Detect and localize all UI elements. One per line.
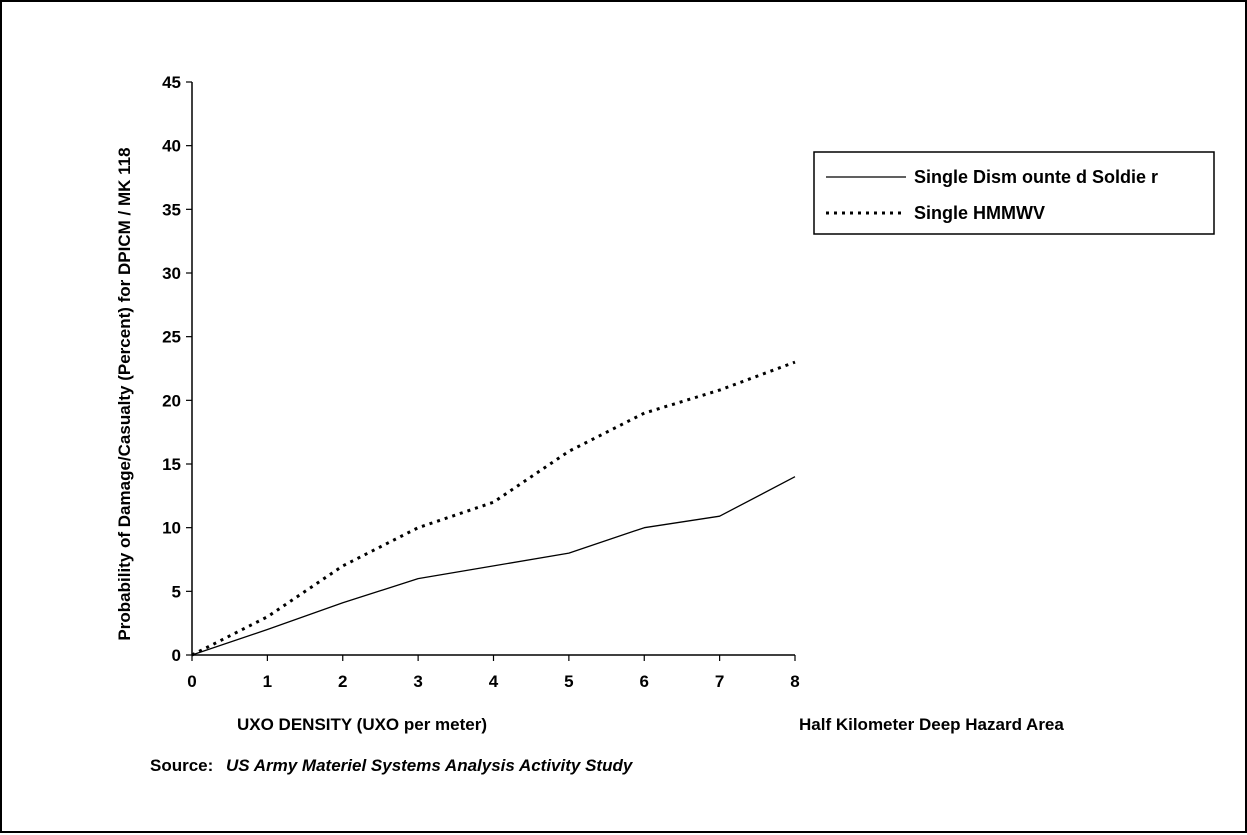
y-tick-label: 5 <box>172 582 181 601</box>
axes <box>186 81 796 661</box>
y-tick-label: 40 <box>162 137 181 156</box>
y-tick-label: 20 <box>162 391 181 410</box>
y-tick-label: 35 <box>162 200 181 219</box>
y-tick-labels: 0 5 10 15 20 25 30 35 40 45 <box>162 73 181 665</box>
hazard-area-note: Half Kilometer Deep Hazard Area <box>799 715 1064 734</box>
x-tick-label: 6 <box>640 672 649 691</box>
x-tick-label: 4 <box>489 672 499 691</box>
series-line-soldier <box>191 476 796 656</box>
x-tick-label: 3 <box>413 672 422 691</box>
x-tick-label: 7 <box>715 672 724 691</box>
legend-box <box>813 151 1215 235</box>
x-tick-labels: 0 1 2 3 4 5 6 7 8 <box>187 672 799 691</box>
y-tick-label: 0 <box>172 646 181 665</box>
series-layer <box>191 360 796 657</box>
y-tick-label: 10 <box>162 519 181 538</box>
y-tick-label: 45 <box>162 73 181 92</box>
legend-label-soldier: Single Dism ounte d Soldie r <box>914 167 1158 187</box>
series-line-hmmwv <box>191 360 796 657</box>
source-line: Source: US Army Materiel Systems Analysi… <box>150 756 634 775</box>
y-tick-label: 15 <box>162 455 181 474</box>
legend-label-hmmwv: Single HMMWV <box>914 203 1045 223</box>
legend: Single Dism ounte d Soldie r Single HMMW… <box>813 151 1215 235</box>
x-tick-label: 8 <box>790 672 799 691</box>
x-axis-title: UXO DENSITY (UXO per meter) <box>237 715 487 734</box>
y-axis-title: Probability of Damage/Casualty (Percent)… <box>115 147 134 640</box>
x-tick-label: 2 <box>338 672 347 691</box>
x-tick-label: 1 <box>263 672 272 691</box>
x-tick-label: 0 <box>187 672 196 691</box>
source-label: Source: <box>150 756 213 775</box>
y-tick-label: 25 <box>162 328 181 347</box>
y-tick-label: 30 <box>162 264 181 283</box>
x-tick-label: 5 <box>564 672 573 691</box>
source-text: US Army Materiel Systems Analysis Activi… <box>226 756 634 775</box>
